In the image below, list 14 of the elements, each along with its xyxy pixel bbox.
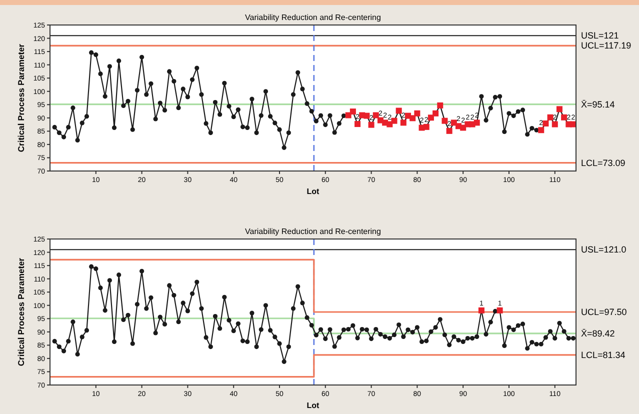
ref-line-label: LCL=73.09: [581, 158, 626, 168]
chart-title: Variability Reduction and Re-centering: [245, 13, 381, 22]
x-axis-title: Lot: [306, 401, 320, 410]
series-label: LCL=81.34: [581, 350, 626, 360]
y-axis-title: Critical Process Parameter: [16, 43, 26, 152]
ref-line-label: USL=121: [581, 30, 619, 41]
x-axis-title: Lot: [306, 187, 320, 196]
ref-line-label: X̄=95.14: [581, 99, 615, 110]
ref-line-label: UCL=117.19: [581, 40, 632, 51]
y-axis-title: Critical Process Parameter: [16, 257, 26, 366]
chart-title: Variability Reduction and Re-centering: [245, 227, 381, 236]
series-label: X̄=89.42: [581, 328, 615, 338]
ref-line-label: USL=121.0: [581, 244, 626, 255]
series-label: UCL=97.50: [581, 307, 627, 317]
